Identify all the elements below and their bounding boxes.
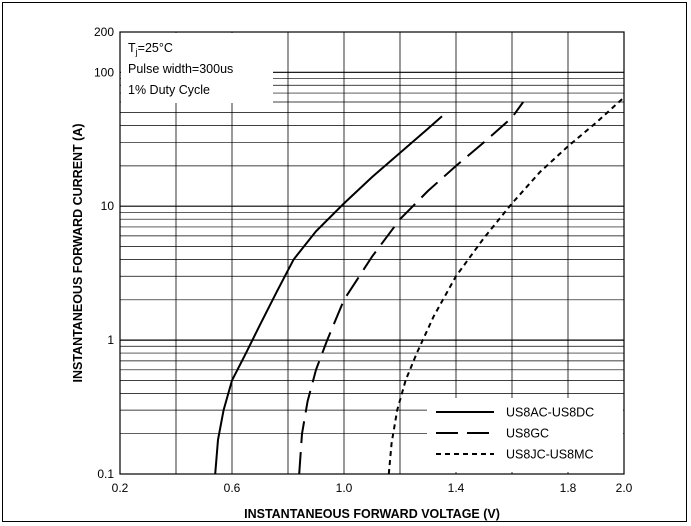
series-lines	[214, 96, 625, 475]
legend: US8AC-US8DC US8GC US8JC-US8MC	[427, 398, 623, 472]
note-duty-cycle: 1% Duty Cycle	[128, 83, 210, 97]
plot-area	[119, 31, 625, 475]
legend-background	[427, 398, 623, 472]
legend-label-3: US8JC-US8MC	[506, 448, 594, 462]
x-tick-label: 0.6	[224, 481, 241, 495]
y-tick-label: 0.1	[97, 467, 114, 481]
x-tick-label: 1.8	[560, 481, 577, 495]
y-tick-label: 100	[94, 65, 114, 79]
y-tick-label: 200	[94, 25, 114, 39]
x-axis-title: INSTANTANEOUS FORWARD VOLTAGE (V)	[244, 507, 500, 521]
series-line-2	[298, 101, 525, 475]
x-tick-label: 1.0	[336, 481, 353, 495]
x-tick-label: 2.0	[616, 481, 633, 495]
y-tick-label: 10	[101, 199, 115, 213]
note-background	[121, 33, 273, 103]
series-line-1	[214, 115, 443, 475]
legend-label-2: US8GC	[506, 427, 549, 441]
test-conditions-note: Tj=25°C Pulse width=300us 1% Duty Cycle	[121, 33, 273, 103]
y-tick-label: 1	[107, 333, 114, 347]
note-temperature: Tj=25°C	[128, 41, 173, 57]
x-tick-label: 0.2	[112, 481, 129, 495]
legend-label-1: US8AC-US8DC	[506, 406, 594, 420]
tick-labels: 0.2 0.6 1.0 1.4 1.8 2.0 0.1 1 10 100 200	[94, 25, 633, 495]
y-axis-title: INSTANTANEOUS FORWARD CURRENT (A)	[71, 123, 85, 382]
x-tick-label: 1.4	[448, 481, 465, 495]
series-line-3	[387, 96, 625, 475]
note-pulse-width: Pulse width=300us	[128, 62, 233, 76]
